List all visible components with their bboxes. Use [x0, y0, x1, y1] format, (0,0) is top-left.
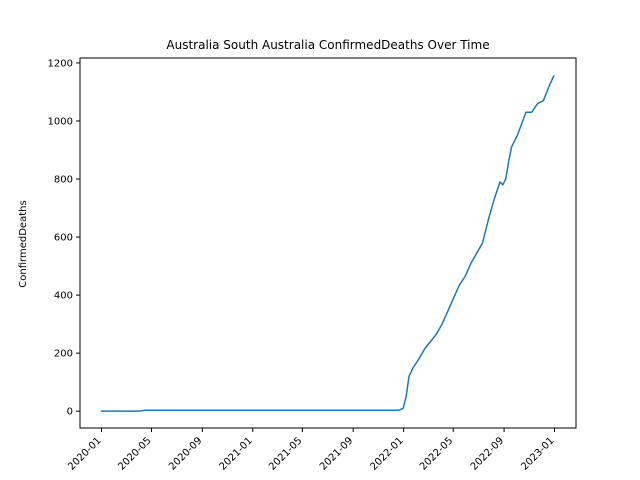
y-tick-label: 400	[54, 291, 73, 302]
y-tick-label: 0	[67, 407, 73, 418]
y-tick-label: 1200	[48, 58, 73, 69]
chart-title: Australia South Australia ConfirmedDeath…	[166, 38, 489, 52]
y-tick-label: 600	[54, 233, 73, 244]
y-axis-label: ConfirmedDeaths	[18, 200, 29, 287]
series-line	[100, 74, 555, 412]
y-tick-label: 1000	[48, 116, 73, 127]
axes-frame	[79, 57, 577, 429]
y-tick-label: 800	[54, 175, 73, 186]
y-tick-label: 200	[54, 349, 73, 360]
